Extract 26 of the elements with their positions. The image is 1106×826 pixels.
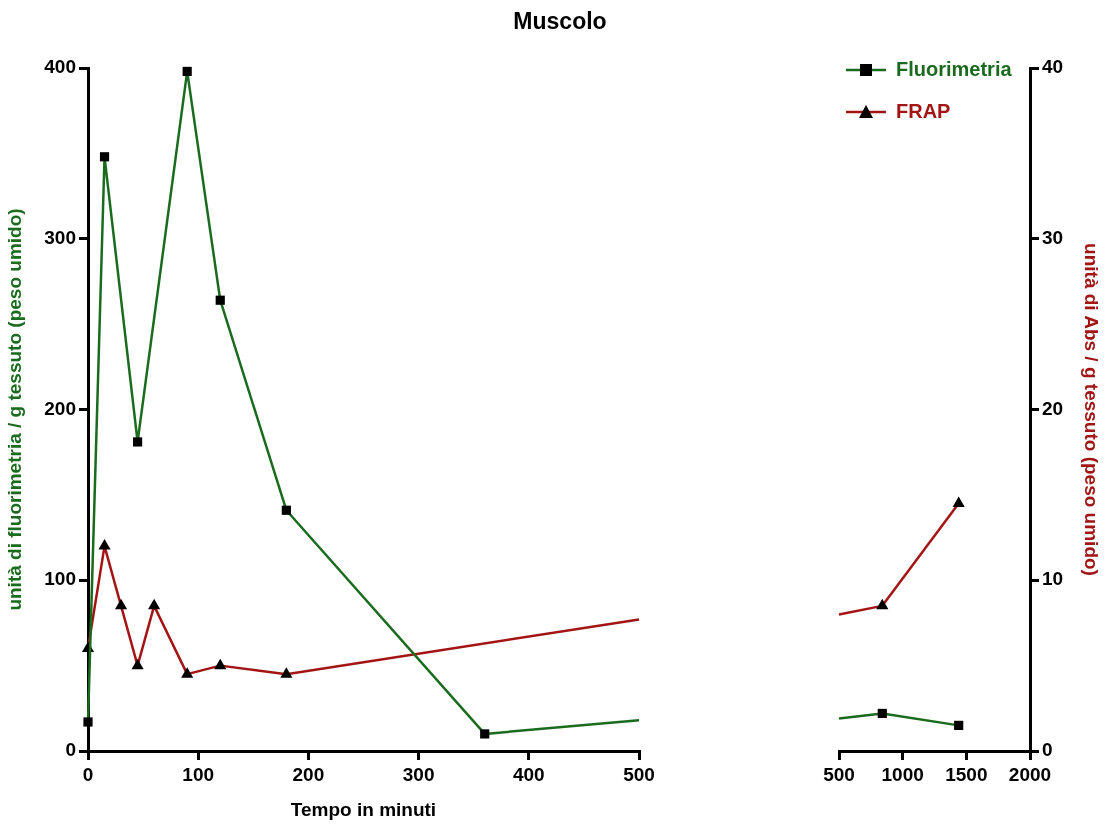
y2-axis-title: unità di Abs / g tessuto (peso umido) bbox=[1081, 243, 1103, 576]
y-tick-label: 100 bbox=[44, 568, 76, 590]
x-tick-label: 0 bbox=[82, 763, 94, 785]
y2-tick-label: 0 bbox=[1042, 739, 1053, 761]
legend-label: FRAP bbox=[896, 99, 951, 122]
y2-tick-label: 30 bbox=[1042, 226, 1064, 248]
y2-tick-label: 20 bbox=[1042, 397, 1064, 419]
x-tick-label: 100 bbox=[182, 763, 215, 785]
y2-tick-label: 40 bbox=[1042, 56, 1064, 78]
x-tick-label: 1500 bbox=[945, 763, 988, 785]
x-tick-label: 400 bbox=[512, 763, 545, 785]
x-axis-title: Tempo in minuti bbox=[290, 798, 437, 820]
x-tick-label: 200 bbox=[292, 763, 325, 785]
x-tick-label: 500 bbox=[623, 763, 655, 785]
x-tick-label: 500 bbox=[823, 763, 855, 785]
y-tick-label: 300 bbox=[44, 226, 76, 248]
y2-tick-label: 10 bbox=[1042, 568, 1064, 590]
x-tick-label: 1000 bbox=[881, 763, 924, 785]
x-tick-label: 2000 bbox=[1008, 763, 1052, 785]
y-tick-label: 200 bbox=[44, 397, 76, 419]
y-axis-title: unità di fluorimetria / g tessuto (peso umido) bbox=[3, 208, 25, 611]
y-tick-label: 400 bbox=[44, 56, 76, 78]
chart-title: Muscolo bbox=[512, 8, 608, 35]
x-tick-label: 300 bbox=[402, 763, 435, 785]
y-tick-label: 0 bbox=[65, 739, 76, 761]
legend-label: Fluorimetria bbox=[896, 57, 1013, 80]
